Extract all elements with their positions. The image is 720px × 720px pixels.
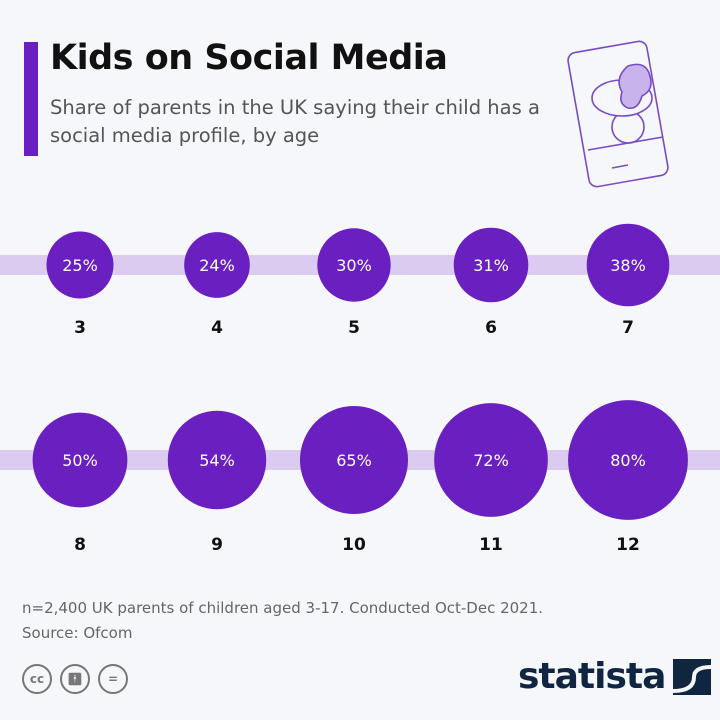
value-label: 54% bbox=[199, 451, 235, 470]
bubble-7 bbox=[586, 223, 670, 307]
value-label: 38% bbox=[610, 256, 646, 275]
bubble-5 bbox=[317, 228, 391, 302]
source-note: Source: Ofcom bbox=[22, 624, 133, 642]
footnote: n=2,400 UK parents of children aged 3-17… bbox=[22, 596, 543, 646]
title-accent-bar bbox=[24, 42, 38, 156]
statista-logo[interactable]: statista bbox=[518, 656, 712, 697]
bubble-11 bbox=[434, 403, 548, 517]
age-label: 5 bbox=[348, 318, 360, 338]
age-label: 7 bbox=[622, 318, 634, 338]
bubble-3 bbox=[46, 231, 114, 299]
value-label: 50% bbox=[62, 451, 98, 470]
age-label: 11 bbox=[479, 535, 503, 555]
bubble-8 bbox=[32, 412, 128, 508]
no-derivatives-icon[interactable]: = bbox=[98, 664, 128, 694]
page-title: Kids on Social Media bbox=[50, 38, 448, 78]
age-label: 12 bbox=[616, 535, 640, 555]
bubble-10 bbox=[299, 405, 409, 515]
sample-note: n=2,400 UK parents of children aged 3-17… bbox=[22, 599, 544, 617]
age-label: 4 bbox=[211, 318, 223, 338]
age-label: 10 bbox=[342, 535, 366, 555]
bubble-4 bbox=[184, 232, 250, 298]
cc-icon[interactable]: cc bbox=[22, 664, 52, 694]
value-label: 25% bbox=[62, 256, 98, 275]
value-label: 72% bbox=[473, 451, 509, 470]
value-label: 80% bbox=[610, 451, 646, 470]
value-label: 31% bbox=[473, 256, 509, 275]
value-label: 24% bbox=[199, 256, 235, 275]
value-label: 65% bbox=[336, 451, 372, 470]
age-label: 8 bbox=[74, 535, 86, 555]
age-label: 9 bbox=[211, 535, 223, 555]
statista-logo-icon bbox=[673, 658, 712, 695]
attribution-icon[interactable]: 🚹︎ bbox=[60, 664, 90, 694]
phone-pacifier-icon bbox=[567, 40, 669, 188]
age-label: 3 bbox=[74, 318, 86, 338]
bubble-6 bbox=[453, 227, 529, 303]
value-label: 30% bbox=[336, 256, 372, 275]
bubble-9 bbox=[167, 410, 267, 510]
age-label: 6 bbox=[485, 318, 497, 338]
bubble-12 bbox=[568, 400, 688, 520]
license-icons[interactable]: cc 🚹︎ = bbox=[22, 664, 128, 694]
page-subtitle: Share of parents in the UK saying their … bbox=[50, 96, 540, 147]
logo-text: statista bbox=[518, 656, 666, 697]
